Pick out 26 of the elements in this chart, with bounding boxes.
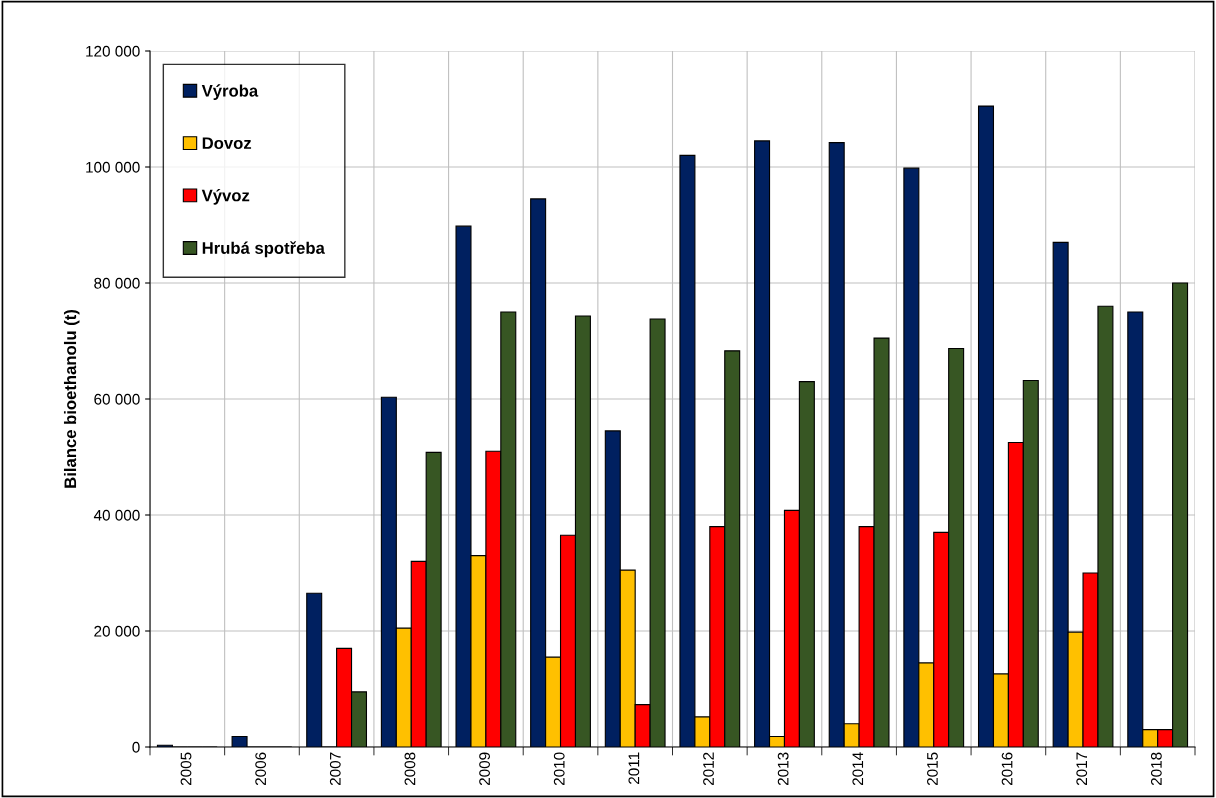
- y-tick-label: 100 000: [86, 161, 140, 173]
- y-tick-label: 20 000: [94, 625, 140, 637]
- y-tick-label: 40 000: [93, 509, 140, 521]
- x-tick-label: 2018: [1150, 752, 1162, 786]
- legend-label: Výroba: [201, 84, 259, 101]
- x-tick-label: 2006: [255, 752, 267, 786]
- legend-label: Vývoz: [201, 188, 250, 205]
- y-tick-label: 60 000: [94, 393, 140, 405]
- x-tick-label: 2009: [479, 752, 490, 786]
- x-tick-label: 2005: [180, 752, 192, 786]
- x-tick-label: 2010: [553, 752, 565, 786]
- x-tick-label: 2011: [628, 752, 640, 784]
- y-tick-label: 0: [132, 741, 140, 753]
- legend-label: Hrubá spotřeba: [202, 241, 325, 258]
- y-tick-label: 120 000: [86, 45, 140, 57]
- y-tick-label: 80 000: [94, 277, 140, 289]
- x-tick-label: 2015: [927, 752, 938, 786]
- x-tick-label: 2014: [852, 752, 864, 786]
- x-tick-label: 2008: [404, 752, 416, 786]
- x-tick-label: 2007: [329, 752, 341, 786]
- x-tick-label: 2012: [703, 752, 714, 786]
- x-tick-label: 2016: [1001, 752, 1013, 786]
- x-tick-label: 2017: [1076, 752, 1088, 786]
- x-tick-label: 2013: [777, 752, 789, 786]
- legend-label: Dovoz: [202, 137, 252, 150]
- y-axis-title: Bilance bioethanolu (t): [63, 310, 80, 488]
